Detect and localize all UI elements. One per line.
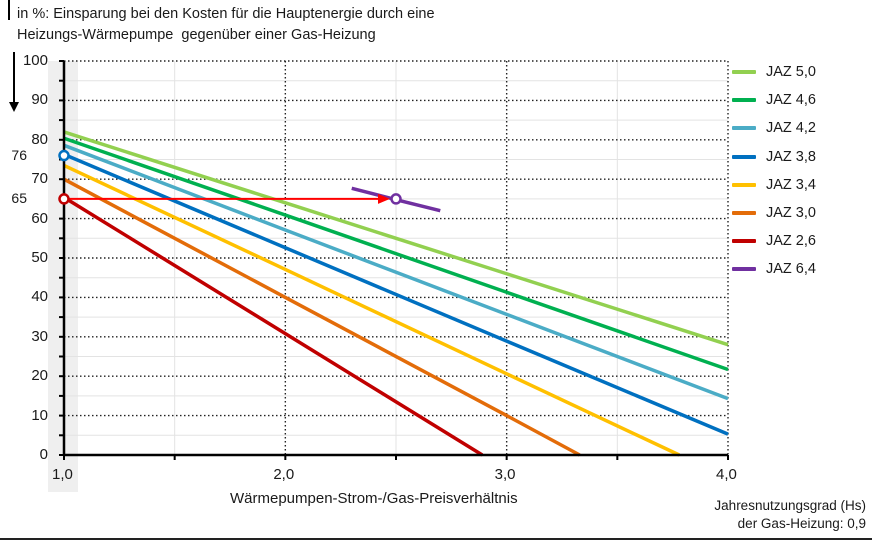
legend-label: JAZ 3,0 [766,205,816,222]
x-tick-label: 3,0 [494,466,516,483]
chart-title-line2: Heizungs-Wärmepumpe gegenüber einer Gas-… [17,27,376,43]
legend-label: JAZ 3,4 [766,176,816,193]
footnote-line2: der Gas-Heizung: 0,9 [737,516,866,531]
y-tick-label: 70 [31,170,48,188]
chart-title-line1: in %: Einsparung bei den Kosten für die … [17,6,435,22]
series-line [63,152,729,436]
footnote: Jahresnutzungsgrad (Hs) der Gas-Heizung:… [714,497,866,533]
legend-swatch-icon [732,126,756,131]
legend-label: JAZ 5,0 [766,64,816,81]
bottom-divider [0,538,872,540]
y-tick-label: 90 [31,91,48,109]
legend-swatch-icon [732,154,756,159]
legend-item: JAZ 3,0 [732,199,816,227]
legend-item: JAZ 6,4 [732,255,816,283]
y-tick-label: 20 [31,367,48,385]
y-marker-label: 65 [11,189,27,206]
y-tick-label: 30 [31,327,48,345]
y-tick-label: 100 [22,52,48,69]
legend-swatch-icon [732,70,756,75]
x-tick-label: 2,0 [273,466,295,483]
y-tick-label: 10 [31,406,48,424]
legend-label: JAZ 4,6 [766,92,816,109]
legend-swatch-icon [732,182,756,187]
arrow-down-icon [9,102,19,112]
chart-legend: JAZ 5,0 JAZ 4,6 JAZ 4,2 JAZ 3,8 JAZ 3,4 JAZ 3… [732,58,816,284]
series-line [63,143,729,401]
title-bar-decoration [8,0,10,20]
legend-swatch-icon [732,239,756,244]
legend-swatch-icon [732,267,756,272]
series-line [63,177,581,457]
y-tick-label: 0 [39,446,48,463]
legend-item: JAZ 2,6 [732,227,816,255]
legend-item: JAZ 3,4 [732,171,816,199]
legend-label: JAZ 2,6 [766,233,816,250]
legend-item: JAZ 4,2 [732,114,816,142]
y-tick-label: 50 [31,249,48,266]
data-point-marker [58,193,70,205]
series-line [63,130,729,347]
footnote-line1: Jahresnutzungsgrad (Hs) [714,498,866,513]
data-point-marker [390,193,402,205]
y-marker-label: 76 [11,146,27,163]
y-axis-direction-arrow [13,52,15,104]
series-line [63,163,681,457]
legend-label: JAZ 6,4 [766,261,816,278]
legend-swatch-icon [732,211,756,216]
series-line [63,136,729,372]
x-tick-label: 4,0 [716,466,737,483]
legend-item: JAZ 5,0 [732,58,816,86]
chart-title: in %: Einsparung bei den Kosten für die … [17,4,435,46]
arrow-right-icon [378,193,390,204]
legend-item: JAZ 3,8 [732,143,816,171]
series-line [63,195,484,457]
legend-swatch-icon [732,98,756,103]
y-tick-label: 40 [31,288,48,306]
data-point-marker [58,149,70,162]
legend-item: JAZ 4,6 [732,86,816,114]
legend-label: JAZ 4,2 [766,120,816,137]
y-tick-label: 80 [31,130,48,148]
y-tick-label: 60 [31,209,48,227]
x-axis-label: Wärmepumpen-Strom-/Gas-Preisverhältnis [230,490,518,507]
legend-label: JAZ 3,8 [766,148,816,165]
x-tick-label: 1,0 [52,466,73,483]
